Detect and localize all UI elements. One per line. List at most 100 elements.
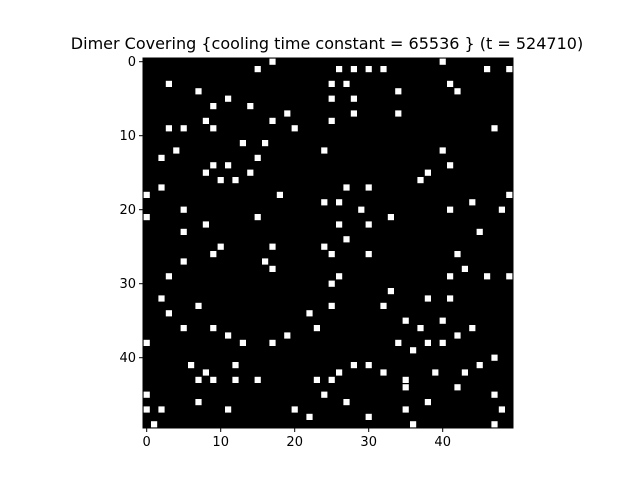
- heatmap-cell: [350, 110, 357, 117]
- heatmap-cell: [195, 302, 202, 309]
- heatmap-cell: [232, 376, 239, 383]
- heatmap-cell: [180, 325, 187, 332]
- heatmap-cell: [195, 376, 202, 383]
- heatmap-cell: [210, 125, 217, 132]
- heatmap-cell: [365, 221, 372, 228]
- heatmap-cell: [424, 169, 431, 176]
- heatmap-cell: [380, 66, 387, 73]
- heatmap-cell: [321, 147, 328, 154]
- heatmap-cell: [328, 280, 335, 287]
- heatmap-cell: [284, 332, 291, 339]
- heatmap-cell: [506, 273, 513, 280]
- heatmap-cell: [380, 302, 387, 309]
- x-axis: 0 10 20 30 40: [143, 428, 451, 450]
- heatmap-cell: [498, 206, 505, 213]
- heatmap-cell: [476, 228, 483, 235]
- heatmap-cell: [365, 362, 372, 369]
- heatmap-cell: [269, 58, 276, 65]
- heatmap-cell: [454, 384, 461, 391]
- heatmap-cell: [469, 199, 476, 206]
- heatmap-cell: [328, 376, 335, 383]
- heatmap-cell: [491, 391, 498, 398]
- heatmap-cell: [202, 117, 209, 124]
- heatmap-cell: [165, 273, 172, 280]
- heatmap-cell: [328, 302, 335, 309]
- heatmap-cell: [350, 362, 357, 369]
- heatmap-cells: [143, 58, 513, 428]
- heatmap-cell: [506, 66, 513, 73]
- heatmap-cell: [328, 95, 335, 102]
- heatmap-cell: [158, 295, 165, 302]
- heatmap-cell: [165, 80, 172, 87]
- x-tick-label: 30: [360, 435, 377, 450]
- heatmap-cell: [387, 288, 394, 295]
- heatmap-cell: [143, 214, 150, 221]
- heatmap-cell: [491, 125, 498, 132]
- heatmap-cell: [165, 310, 172, 317]
- heatmap-cell: [239, 140, 246, 147]
- heatmap-cell: [439, 339, 446, 346]
- heatmap-cell: [328, 251, 335, 258]
- heatmap-cell: [350, 95, 357, 102]
- heatmap-cell: [387, 214, 394, 221]
- heatmap-cell: [321, 199, 328, 206]
- heatmap-cell: [402, 384, 409, 391]
- heatmap-cell: [276, 191, 283, 198]
- heatmap-cell: [269, 243, 276, 250]
- heatmap-cell: [328, 80, 335, 87]
- heatmap-cell: [424, 399, 431, 406]
- heatmap-background: [143, 58, 513, 428]
- heatmap-cell: [424, 295, 431, 302]
- heatmap-cell: [269, 117, 276, 124]
- heatmap-cell: [210, 376, 217, 383]
- heatmap-cell: [484, 66, 491, 73]
- heatmap-cell: [188, 362, 195, 369]
- heatmap-cell: [350, 66, 357, 73]
- x-tick-label: 40: [434, 435, 451, 450]
- heatmap-cell: [225, 162, 232, 169]
- y-tick-label: 10: [119, 129, 136, 144]
- y-tick-label: 40: [119, 351, 136, 366]
- heatmap-cell: [313, 376, 320, 383]
- heatmap-cell: [210, 251, 217, 258]
- heatmap-cell: [217, 177, 224, 184]
- heatmap-cell: [447, 295, 454, 302]
- heatmap-cell: [402, 317, 409, 324]
- heatmap-cell: [402, 406, 409, 413]
- heatmap-cell: [165, 125, 172, 132]
- heatmap-cell: [498, 406, 505, 413]
- heatmap-cell: [158, 406, 165, 413]
- heatmap-cell: [461, 369, 468, 376]
- heatmap-cell: [439, 58, 446, 65]
- heatmap-cell: [313, 325, 320, 332]
- heatmap-cell: [180, 125, 187, 132]
- y-axis: 0 10 20 30 40: [119, 55, 143, 366]
- heatmap-cell: [476, 362, 483, 369]
- heatmap-cell: [432, 369, 439, 376]
- heatmap-cell: [328, 117, 335, 124]
- heatmap-cell: [180, 258, 187, 265]
- heatmap-cell: [210, 103, 217, 110]
- heatmap-cell: [454, 88, 461, 95]
- heatmap-cell: [195, 399, 202, 406]
- heatmap-cell: [254, 66, 261, 73]
- heatmap-cell: [417, 325, 424, 332]
- heatmap-cell: [232, 362, 239, 369]
- heatmap-cell: [151, 421, 158, 428]
- heatmap-cell: [395, 339, 402, 346]
- heatmap-cell: [447, 206, 454, 213]
- heatmap-cell: [143, 406, 150, 413]
- heatmap-cell: [395, 88, 402, 95]
- heatmap-cell: [269, 265, 276, 272]
- heatmap-cell: [180, 228, 187, 235]
- heatmap-cell: [402, 376, 409, 383]
- heatmap-cell: [454, 251, 461, 258]
- y-tick-label: 20: [119, 203, 136, 218]
- heatmap-cell: [380, 369, 387, 376]
- heatmap-cell: [506, 191, 513, 198]
- heatmap-cell: [321, 243, 328, 250]
- heatmap-cell: [225, 95, 232, 102]
- heatmap-cell: [232, 177, 239, 184]
- heatmap-cell: [321, 391, 328, 398]
- heatmap-cell: [439, 147, 446, 154]
